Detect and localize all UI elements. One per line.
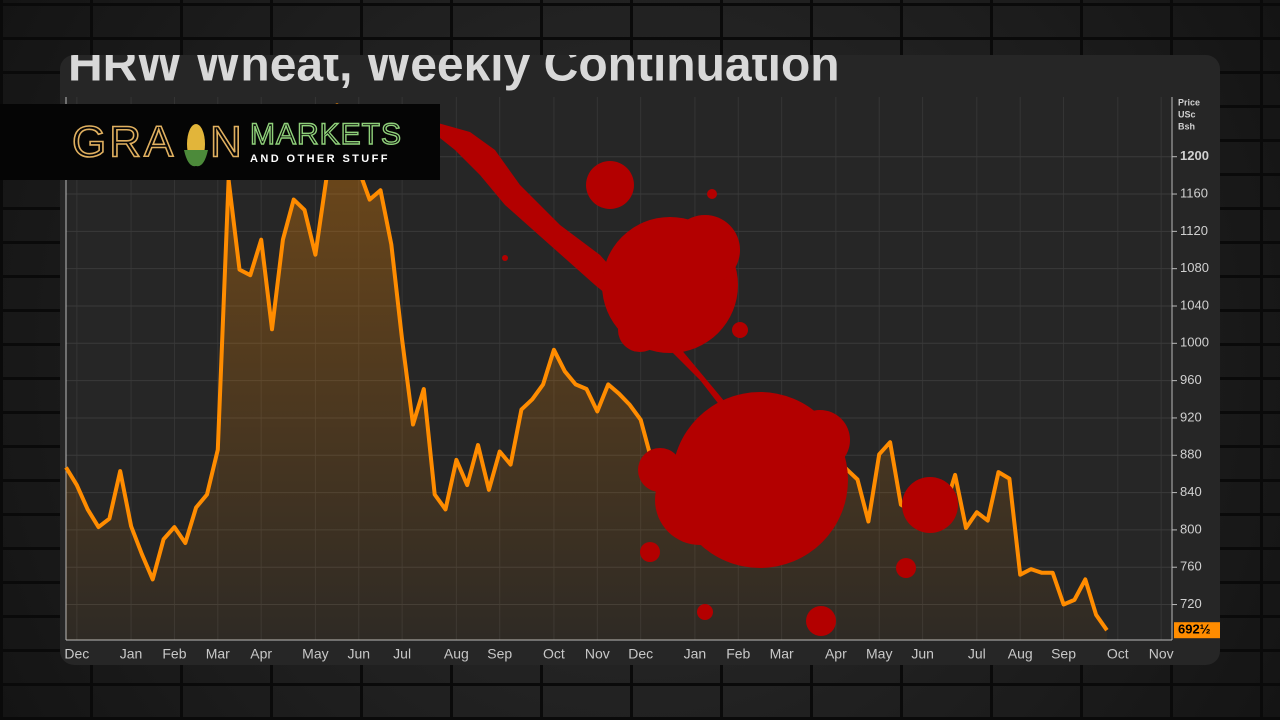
- y-tick-label: 760: [1180, 559, 1202, 574]
- y-tick-label: 1120: [1180, 223, 1208, 238]
- logo-tagline: AND OTHER STUFF: [250, 153, 390, 165]
- x-tick-label: Nov: [1149, 646, 1174, 662]
- x-tick-label: Feb: [162, 646, 186, 662]
- y-tick-label: 840: [1180, 484, 1202, 499]
- x-tick-label: Sep: [487, 646, 512, 662]
- x-tick-label: Oct: [543, 646, 565, 662]
- x-tick-label: Jun: [347, 646, 370, 662]
- y-tick-label: 800: [1180, 521, 1202, 536]
- y-tick-label: 920: [1180, 409, 1202, 424]
- price-tag-label: 692½: [1178, 622, 1211, 637]
- x-tick-label: Jan: [120, 646, 143, 662]
- y-tick-label: 1160: [1180, 185, 1208, 200]
- logo-box: [0, 104, 440, 180]
- y-tick-label: 1040: [1180, 297, 1209, 312]
- area-fill: [66, 105, 1107, 640]
- logo-left: GRA: [72, 118, 176, 167]
- y-tick-label: 880: [1180, 447, 1202, 462]
- x-tick-label: Nov: [585, 646, 610, 662]
- x-tick-label: Sep: [1051, 646, 1076, 662]
- x-tick-label: Apr: [250, 646, 272, 662]
- logo-husk: [184, 150, 208, 167]
- y-axis-label: Price: [1178, 97, 1200, 107]
- x-tick-label: Dec: [64, 646, 89, 662]
- y-axis-label: Bsh: [1178, 121, 1195, 131]
- x-tick-label: Aug: [444, 646, 469, 662]
- x-tick-label: Jul: [393, 646, 411, 662]
- x-tick-label: Jul: [968, 646, 986, 662]
- logo-right: N: [210, 118, 242, 167]
- x-tick-label: Oct: [1107, 646, 1129, 662]
- x-tick-label: Mar: [206, 646, 230, 662]
- logo-title: MARKETS: [250, 118, 402, 151]
- x-tick-label: Aug: [1008, 646, 1033, 662]
- x-tick-label: Apr: [825, 646, 847, 662]
- y-tick-label: 720: [1180, 596, 1202, 611]
- x-tick-label: Jun: [911, 646, 934, 662]
- x-tick-label: Mar: [770, 646, 794, 662]
- x-tick-label: Feb: [726, 646, 750, 662]
- y-axis-label: USc: [1178, 109, 1196, 119]
- y-tick-label: 960: [1180, 372, 1202, 387]
- chart-title: HRW Wheat, Weekly Continuation: [68, 39, 840, 92]
- blood-splatter: [420, 118, 958, 636]
- price-tag: [1174, 622, 1220, 639]
- logo: GRA N MARKETS AND OTHER STUFF: [0, 104, 440, 180]
- y-tick-label: 1000: [1180, 335, 1209, 350]
- x-tick-label: May: [302, 646, 328, 662]
- y-tick-label: 1080: [1180, 260, 1209, 275]
- x-tick-label: May: [866, 646, 892, 662]
- x-tick-label: Jan: [684, 646, 707, 662]
- x-tick-label: Dec: [628, 646, 653, 662]
- y-tick-label: 1200: [1180, 148, 1209, 163]
